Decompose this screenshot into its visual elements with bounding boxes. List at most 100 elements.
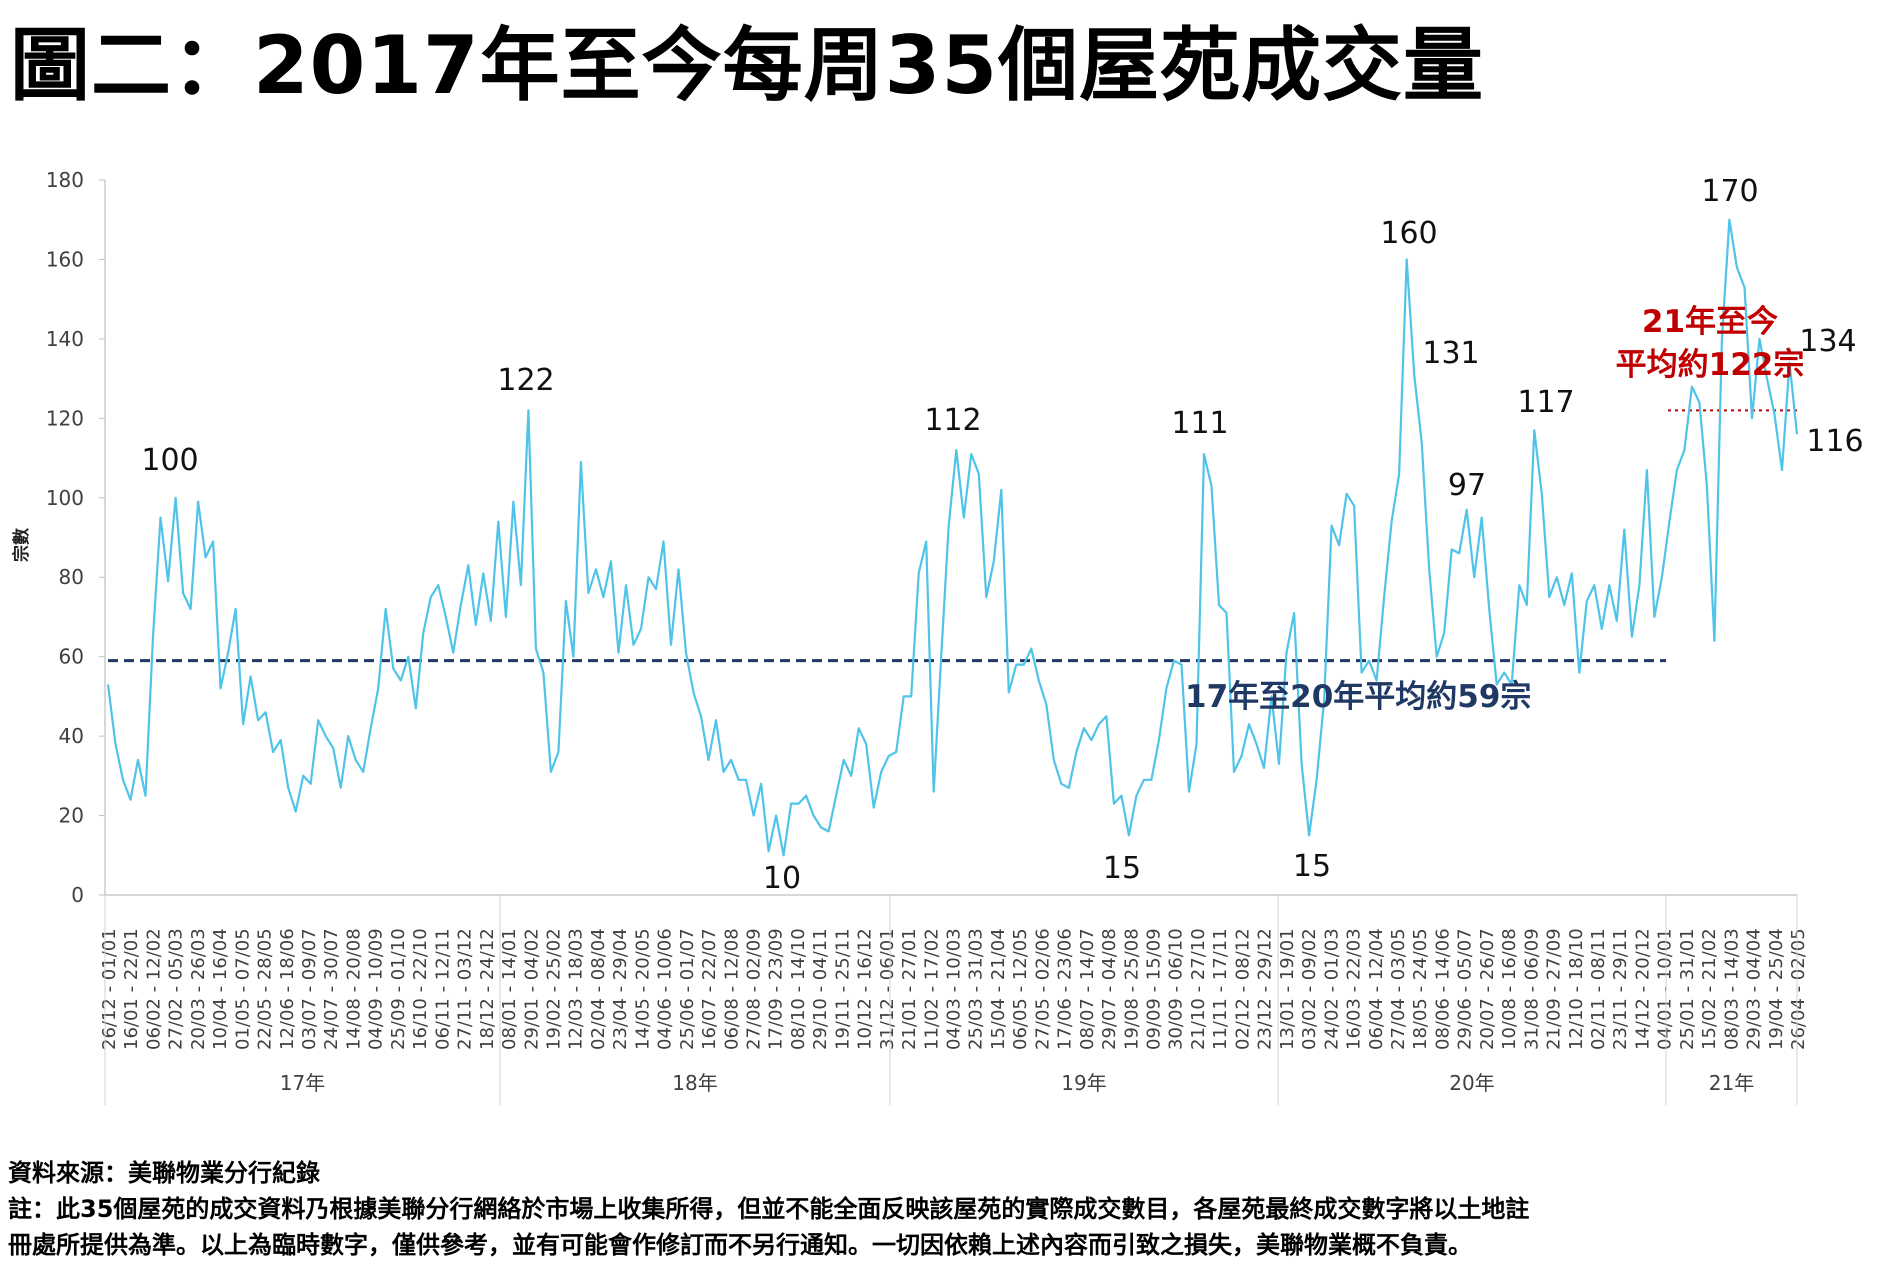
x-tick-label: 16/07 - 22/07 [699,928,720,1050]
x-tick-label: 27/08 - 02/09 [743,928,764,1050]
x-tick-label: 21/10 - 27/10 [1188,928,1209,1050]
data-label: 160 [1380,216,1437,251]
year-group-label: 18年 [672,1071,717,1095]
y-tick-label: 0 [71,883,84,907]
x-tick-label: 10/12 - 16/12 [855,928,876,1050]
x-tick-label: 10/08 - 16/08 [1499,928,1520,1050]
data-label: 134 [1799,324,1856,359]
x-tick-label: 23/04 - 29/04 [610,928,631,1050]
x-tick-label: 11/02 - 17/02 [921,928,942,1050]
x-tick-label: 09/09 - 15/09 [1144,928,1165,1050]
y-axis-label: 宗數 [11,528,32,562]
x-tick-label: 14/05 - 20/05 [632,928,653,1050]
x-tick-label: 29/01 - 04/02 [521,928,542,1050]
y-tick-label: 120 [46,406,84,430]
x-tick-label: 16/10 - 22/10 [410,928,431,1050]
x-tick-label: 25/09 - 01/10 [388,928,409,1050]
x-tick-label: 27/02 - 05/03 [166,928,187,1050]
y-tick-label: 20 [59,804,84,828]
x-tick-label: 12/03 - 18/03 [566,928,587,1050]
x-tick-label: 04/06 - 10/06 [655,928,676,1050]
data-label: 117 [1517,385,1574,420]
data-label: 112 [924,403,981,438]
x-tick-label: 02/12 - 08/12 [1232,928,1253,1050]
x-tick-label: 06/05 - 12/05 [1010,928,1031,1050]
x-tick-label: 23/12 - 29/12 [1255,928,1276,1050]
year-group-label: 19年 [1061,1071,1106,1095]
x-tick-label: 30/09 - 06/10 [1166,928,1187,1050]
disclaimer-line-1: 註：此35個屋苑的成交資料乃根據美聯分行網絡於市場上收集所得，但並不能全面反映該… [8,1195,1530,1223]
x-tick-label: 16/03 - 22/03 [1344,928,1365,1050]
x-tick-label: 02/04 - 08/04 [588,928,609,1050]
x-tick-label: 25/03 - 31/03 [966,928,987,1050]
x-tick-label: 19/11 - 25/11 [832,928,853,1050]
x-tick-label: 18/12 - 24/12 [477,928,498,1050]
x-tick-label: 22/05 - 28/05 [255,928,276,1050]
data-label: 111 [1171,406,1228,441]
x-tick-label: 29/07 - 04/08 [1099,928,1120,1050]
x-tick-label: 08/06 - 14/06 [1432,928,1453,1050]
x-tick-label: 06/11 - 12/11 [432,928,453,1050]
x-tick-label: 19/02 - 25/02 [543,928,564,1050]
x-tick-label: 20/03 - 26/03 [188,928,209,1050]
page-title: 圖二：2017年至今每周35個屋苑成交量 [10,19,1484,112]
average-label-21-line2: 平均約122宗 [1616,347,1805,383]
x-tick-label: 15/02 - 21/02 [1699,928,1720,1050]
x-tick-label: 08/07 - 14/07 [1077,928,1098,1050]
x-tick-label: 26/04 - 02/05 [1788,928,1809,1050]
data-label: 97 [1448,468,1486,503]
x-tick-label: 20/07 - 26/07 [1477,928,1498,1050]
x-tick-label: 12/06 - 18/06 [277,928,298,1050]
x-tick-label: 29/10 - 04/11 [810,928,831,1050]
x-tick-label: 23/11 - 29/11 [1610,928,1631,1050]
x-tick-label: 18/05 - 24/05 [1410,928,1431,1050]
x-tick-label: 06/02 - 12/02 [143,928,164,1050]
data-label: 100 [141,443,198,478]
data-label: 131 [1422,336,1479,371]
x-tick-label: 21/09 - 27/09 [1544,928,1565,1050]
x-tick-label: 25/06 - 01/07 [677,928,698,1050]
x-tick-label: 03/02 - 09/02 [1299,928,1320,1050]
x-tick-label: 14/12 - 20/12 [1632,928,1653,1050]
data-label: 15 [1293,849,1331,884]
x-tick-label: 17/06 - 23/06 [1055,928,1076,1050]
data-label: 170 [1701,174,1758,209]
x-tick-label: 01/05 - 07/05 [232,928,253,1050]
x-tick-label: 27/04 - 03/05 [1388,928,1409,1050]
x-tick-label: 19/08 - 25/08 [1121,928,1142,1050]
x-tick-label: 26/12 - 01/01 [99,928,120,1050]
x-tick-label: 16/01 - 22/01 [121,928,142,1050]
data-source: 資料來源：美聯物業分行紀錄 [8,1159,320,1187]
average-label-21-line1: 21年至今 [1642,304,1778,340]
x-tick-label: 04/01 - 10/01 [1655,928,1676,1050]
x-tick-label: 08/03 - 14/03 [1721,928,1742,1050]
y-tick-label: 80 [59,565,84,589]
data-label: 116 [1806,424,1863,459]
data-label: 15 [1103,851,1141,886]
year-group-label: 17年 [280,1071,325,1095]
x-tick-label: 04/03 - 10/03 [944,928,965,1050]
y-tick-label: 160 [46,247,84,271]
year-group-label: 21年 [1709,1071,1754,1095]
x-tick-label: 24/02 - 01/03 [1321,928,1342,1050]
x-tick-label: 29/06 - 05/07 [1455,928,1476,1050]
chart-footer: 資料來源：美聯物業分行紀錄 註：此35個屋苑的成交資料乃根據美聯分行網絡於市場上… [8,1155,1868,1263]
x-tick-label: 03/07 - 09/07 [299,928,320,1050]
x-tick-label: 06/04 - 12/04 [1366,928,1387,1050]
y-tick-label: 140 [46,327,84,351]
x-tick-label: 19/04 - 25/04 [1766,928,1787,1050]
average-label-17-20: 17年至20年平均約59宗 [1185,679,1531,715]
series-line [106,218,1799,857]
x-tick-label: 06/08 - 12/08 [721,928,742,1050]
x-tick-label: 11/11 - 17/11 [1210,928,1231,1050]
data-label: 10 [763,861,801,896]
x-tick-label: 31/08 - 06/09 [1521,928,1542,1050]
x-tick-label: 08/01 - 14/01 [499,928,520,1050]
x-tick-label: 15/04 - 21/04 [988,928,1009,1050]
data-label: 122 [497,363,554,398]
x-tick-label: 24/07 - 30/07 [321,928,342,1050]
x-tick-label: 04/09 - 10/09 [366,928,387,1050]
y-tick-label: 180 [46,168,84,192]
disclaimer-line-2: 冊處所提供為準。以上為臨時數字，僅供參考，並有可能會作修訂而不另行通知。一切因依… [8,1231,1472,1259]
